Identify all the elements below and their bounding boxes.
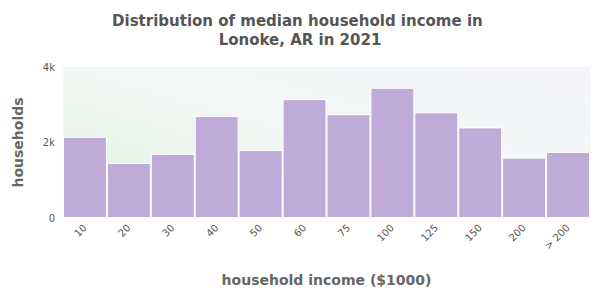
svg-text:75: 75 <box>336 222 353 239</box>
svg-text:4k: 4k <box>43 62 55 73</box>
svg-text:150: 150 <box>463 222 484 243</box>
svg-text:Distribution of median househo: Distribution of median household income … <box>112 12 488 30</box>
svg-text:> 200: > 200 <box>543 222 572 251</box>
svg-text:Lonoke, AR in 2021: Lonoke, AR in 2021 <box>219 31 382 49</box>
svg-text:30: 30 <box>160 222 177 239</box>
svg-text:100: 100 <box>375 222 396 243</box>
svg-text:2k: 2k <box>43 137 55 148</box>
svg-text:125: 125 <box>419 222 440 243</box>
svg-text:50: 50 <box>248 222 265 239</box>
svg-text:households: households <box>10 97 26 187</box>
svg-text:60: 60 <box>292 222 309 239</box>
svg-text:household income ($1000): household income ($1000) <box>222 272 432 288</box>
svg-text:20: 20 <box>116 222 133 239</box>
svg-text:10: 10 <box>72 222 89 239</box>
svg-text:200: 200 <box>507 222 528 243</box>
svg-text:0: 0 <box>49 213 55 224</box>
svg-text:40: 40 <box>204 222 221 239</box>
